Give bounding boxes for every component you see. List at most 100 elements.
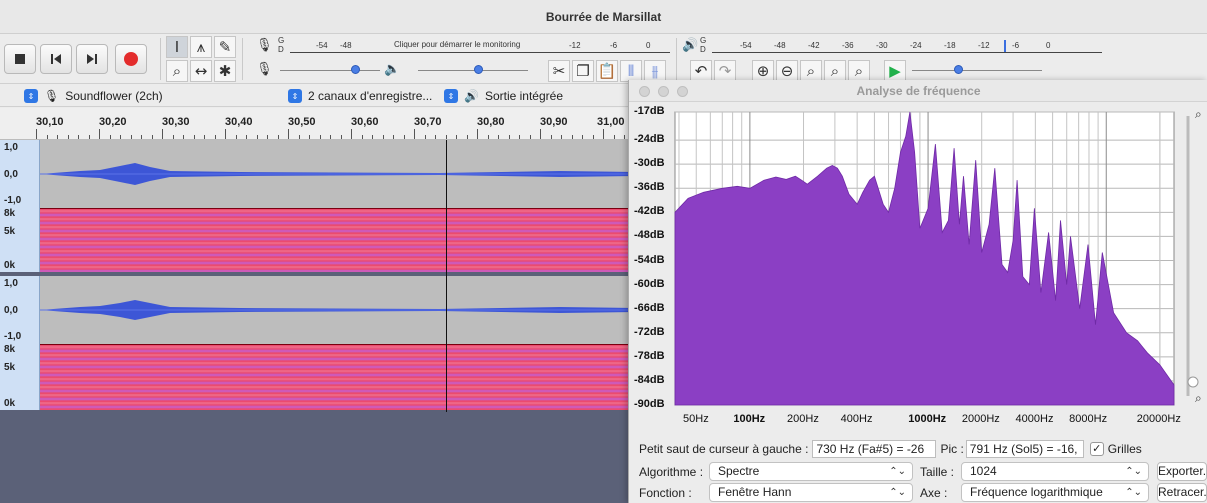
device-toolbar: ⇕ 🎙 Soundflower (2ch) ⇕ 2 canaux d'enreg…: [0, 85, 640, 107]
spectrogram-track-1[interactable]: [40, 208, 640, 272]
fit-project-icon[interactable]: ⌕: [824, 60, 846, 82]
play-at-speed-icon[interactable]: ▶: [884, 60, 906, 82]
ruler-tick: [582, 135, 583, 139]
waveform-track-1[interactable]: [40, 140, 640, 208]
chevron-updown-icon: ⌃⌄: [1125, 466, 1142, 477]
vertical-zoom-slider[interactable]: ⌕ ⌕: [1185, 104, 1207, 414]
envelope-tool-icon[interactable]: ⩚: [190, 36, 212, 58]
redo-icon[interactable]: ↷: [714, 60, 736, 82]
zoom-out-icon[interactable]: ⊖: [776, 60, 798, 82]
ruler-tick: [109, 135, 111, 139]
analysis-title-bar: Analyse de fréquence: [629, 80, 1207, 102]
record-volume-slider[interactable]: [280, 64, 380, 76]
y-tick-label: -72dB: [634, 325, 665, 338]
spectrogram-vertical-ruler: 8k 5k 0k: [0, 344, 40, 410]
size-label: Taille :: [920, 465, 955, 479]
function-label: Fonction :: [639, 486, 692, 500]
timeline-ruler[interactable]: 30,10 30,20 30,30 30,40 30,50 30,60 30,7…: [0, 108, 699, 140]
play-meter[interactable]: -54 -48 -42 -36 -30 -24 -18 -12 -6 0: [712, 40, 1102, 56]
copy-icon[interactable]: ❐: [572, 60, 594, 82]
fit-selection-icon[interactable]: ⌕: [800, 60, 822, 82]
zoom-tool-icon[interactable]: ⌕: [166, 60, 188, 82]
microphone-volume-icon: 🎙: [256, 62, 273, 77]
ruler-tick: [603, 129, 604, 139]
ruler-tick: [46, 135, 48, 139]
cursor-info-row: Petit saut de curseur à gauche : 730 Hz …: [639, 440, 1142, 458]
function-select[interactable]: Fenêtre Hann ⌃⌄: [709, 483, 913, 502]
silence-icon[interactable]: ⫵: [644, 60, 666, 82]
draw-tool-icon[interactable]: ✎: [214, 36, 236, 58]
empty-track-area[interactable]: [0, 412, 640, 503]
cut-icon[interactable]: ✂: [548, 60, 570, 82]
algorithm-select[interactable]: Spectre ⌃⌄: [709, 462, 913, 481]
microphone-icon: 🎙: [44, 89, 60, 103]
ruler-tick: [456, 135, 457, 139]
analysis-side-controls: ⌕ ⌕: [1185, 104, 1207, 414]
skip-to-start-button[interactable]: [40, 44, 72, 74]
grids-checkbox[interactable]: ✓: [1089, 442, 1104, 456]
minimize-window-icon[interactable]: [658, 86, 669, 97]
trim-icon[interactable]: ⫴: [620, 60, 642, 82]
tracks-area[interactable]: 1,0 0,0 -1,0 8k 5k 0k 1,0 0,0 -1,0: [0, 140, 640, 412]
ruler-tick: [256, 135, 258, 139]
play-volume-slider[interactable]: [418, 64, 528, 76]
input-device-select[interactable]: ⇕ 🎙 Soundflower (2ch): [24, 88, 163, 104]
zoom-in-icon[interactable]: ⊕: [752, 60, 774, 82]
output-device-select[interactable]: ⇕ 🔊 Sortie intégrée: [444, 88, 563, 104]
microphone-icon: 🎙: [256, 38, 273, 53]
ruler-tick: [351, 129, 352, 139]
skip-to-end-button[interactable]: [76, 44, 108, 74]
record-button[interactable]: [115, 44, 147, 74]
ruler-tick: [372, 135, 373, 139]
stop-icon: [15, 54, 25, 64]
ruler-tick: [214, 135, 216, 139]
export-button[interactable]: Exporter...: [1157, 462, 1207, 481]
ruler-label: 30,20: [99, 116, 127, 128]
y-tick-label: -90dB: [634, 398, 665, 410]
axis-select[interactable]: Fréquence logarithmique ⌃⌄: [961, 483, 1149, 502]
record-meter[interactable]: -54 -48 Cliquer pour démarrer le monitor…: [290, 40, 670, 56]
play-speed-slider[interactable]: [912, 64, 1042, 76]
time-shift-tool-icon[interactable]: ↔: [190, 60, 212, 82]
paste-icon[interactable]: 📋: [596, 60, 618, 82]
y-tick-label: -30dB: [634, 157, 665, 170]
waveform-track-2[interactable]: [40, 276, 640, 344]
multi-tool-icon[interactable]: ✱: [214, 60, 236, 82]
undo-icon[interactable]: ↶: [690, 60, 712, 82]
peak-value-field: 791 Hz (Sol5) = -16,: [965, 440, 1084, 458]
replot-button[interactable]: Retracer...: [1157, 483, 1207, 502]
ruler-tick: [393, 135, 394, 139]
speaker-volume-icon: 🔈: [384, 62, 401, 77]
chevron-updown-icon: ⌃⌄: [1125, 487, 1142, 498]
main-toolbar: I ⩚ ✎ ⌕ ↔ ✱ 🎙 G D -54 -48 Cliquer pour d…: [0, 34, 1207, 84]
speaker-icon: 🔊: [464, 89, 479, 103]
x-tick-label: 4000Hz: [1015, 413, 1054, 425]
waveform-graphic: [40, 300, 640, 320]
size-select[interactable]: 1024 ⌃⌄: [961, 462, 1149, 481]
spectrogram-track-2[interactable]: [40, 344, 640, 410]
ruler-tick: [414, 129, 415, 139]
x-tick-label: 8000Hz: [1069, 413, 1108, 425]
zoom-window-icon[interactable]: [677, 86, 688, 97]
title-bar: Bourrée de Marsillat: [0, 0, 1207, 34]
ruler-tick: [78, 135, 79, 139]
ruler-tick: [246, 135, 247, 139]
cursor-value-field: 730 Hz (Fa#5) = -26: [812, 440, 937, 458]
spectrum-chart: [674, 111, 1175, 406]
ruler-tick: [120, 135, 121, 139]
zoom-toggle-icon[interactable]: ⌕: [848, 60, 870, 82]
ruler-tick: [529, 135, 531, 139]
waveform-vertical-ruler: 1,0 0,0 -1,0: [0, 140, 40, 208]
axis-label: Axe :: [920, 486, 948, 500]
ruler-label: 30,80: [477, 116, 505, 128]
record-icon: [124, 52, 138, 66]
selection-tool-icon[interactable]: I: [166, 36, 188, 58]
close-window-icon[interactable]: [639, 86, 650, 97]
chevron-updown-icon: ⌃⌄: [889, 487, 906, 498]
spectrum-plot[interactable]: -17dB -24dB -30dB -36dB -42dB -48dB -54dB -60dB…: [629, 104, 1207, 415]
frequency-analysis-window: Analyse de fréquence -17dB -24dB -30dB -36d…: [628, 80, 1207, 503]
stop-button[interactable]: [4, 44, 36, 74]
ruler-tick: [183, 135, 184, 139]
channels-select[interactable]: ⇕ 2 canaux d'enregistre...: [288, 88, 432, 104]
ruler-tick: [204, 135, 205, 139]
